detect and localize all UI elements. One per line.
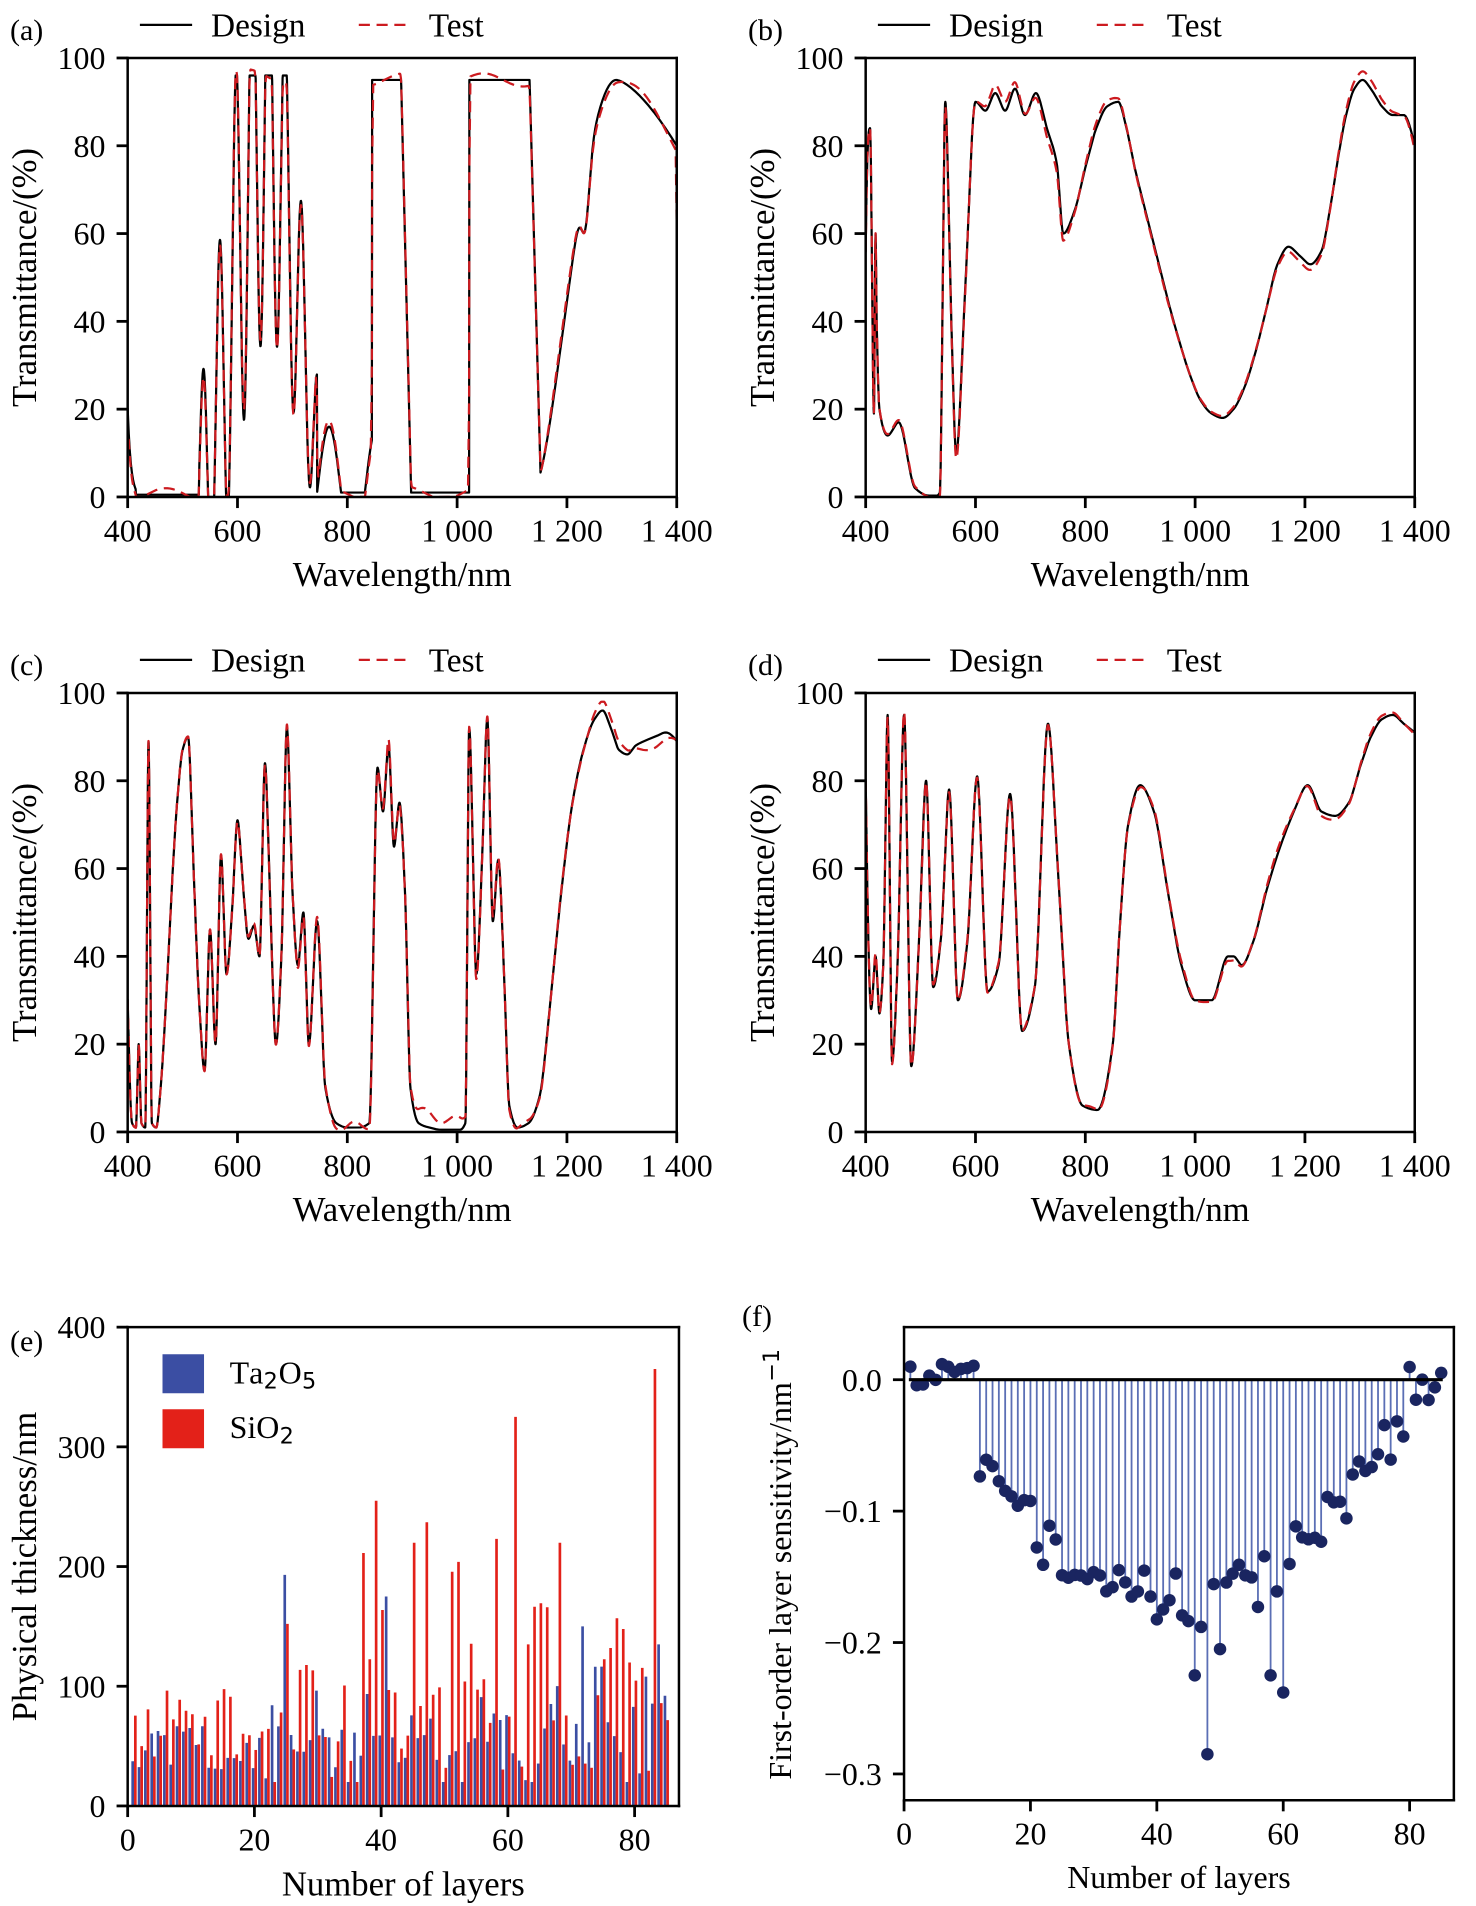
svg-text:Transmittance/(%): Transmittance/(%) [743, 783, 782, 1042]
svg-text:40: 40 [74, 939, 106, 974]
svg-text:100: 100 [58, 41, 106, 76]
svg-text:20: 20 [812, 1027, 844, 1062]
svg-text:Number of layers: Number of layers [282, 1864, 525, 1903]
svg-text:40: 40 [812, 939, 844, 974]
svg-text:80: 80 [812, 129, 844, 164]
svg-text:80: 80 [812, 764, 844, 799]
svg-text:80: 80 [74, 129, 106, 164]
svg-text:1 400: 1 400 [1379, 513, 1451, 548]
svg-text:60: 60 [74, 217, 106, 252]
svg-text:600: 600 [952, 1148, 1000, 1183]
svg-text:Test: Test [429, 8, 485, 45]
svg-text:Wavelength/nm: Wavelength/nm [293, 555, 512, 594]
svg-text:20: 20 [1014, 1817, 1046, 1852]
svg-text:300: 300 [58, 1430, 106, 1465]
svg-text:600: 600 [214, 1148, 262, 1183]
svg-text:−0.3: −0.3 [824, 1757, 882, 1792]
svg-text:60: 60 [812, 217, 844, 252]
svg-text:1 400: 1 400 [641, 513, 713, 548]
svg-text:Test: Test [1167, 8, 1223, 45]
svg-text:F i r s: F i r s t - o r d e r l a y e r s e n s … [759, 1349, 798, 1780]
svg-text:1 000: 1 000 [421, 1148, 493, 1183]
svg-text:1 400: 1 400 [1379, 1148, 1451, 1183]
svg-text:Test: Test [429, 643, 485, 680]
svg-text:Number of layers: Number of layers [1067, 1860, 1291, 1895]
svg-text:Design: Design [211, 8, 306, 45]
svg-text:Design: Design [211, 643, 306, 680]
svg-text:20: 20 [238, 1822, 270, 1857]
svg-text:400: 400 [104, 513, 152, 548]
svg-text:0: 0 [89, 1789, 105, 1824]
svg-text:0: 0 [827, 480, 843, 515]
svg-text:0: 0 [120, 1822, 136, 1857]
svg-text:400: 400 [104, 1148, 152, 1183]
svg-text:0: 0 [89, 480, 105, 515]
svg-text:1 400: 1 400 [641, 1148, 713, 1183]
svg-text:0: 0 [827, 1115, 843, 1150]
svg-text:1 200: 1 200 [531, 513, 603, 548]
svg-text:20: 20 [74, 392, 106, 427]
svg-text:100: 100 [58, 676, 106, 711]
svg-text:400: 400 [842, 513, 890, 548]
svg-text:Transmittance/(%): Transmittance/(%) [743, 148, 782, 407]
svg-text:100: 100 [796, 676, 844, 711]
svg-text:1 200: 1 200 [1269, 1148, 1341, 1183]
svg-text:600: 600 [214, 513, 262, 548]
svg-text:40: 40 [74, 304, 106, 339]
svg-text:80: 80 [74, 764, 106, 799]
svg-text:Design: Design [949, 8, 1044, 45]
svg-text:Physical thickness/nm: Physical thickness/nm [5, 1412, 44, 1722]
svg-text:1 200: 1 200 [1269, 513, 1341, 548]
svg-text:100: 100 [58, 1669, 106, 1704]
svg-text:60: 60 [492, 1822, 524, 1857]
svg-text:80: 80 [1394, 1817, 1426, 1852]
svg-text:60: 60 [1267, 1817, 1299, 1852]
svg-text:800: 800 [323, 1148, 371, 1183]
svg-text:0.0: 0.0 [842, 1363, 882, 1398]
svg-text:600: 600 [952, 513, 1000, 548]
svg-text:−0.2: −0.2 [824, 1626, 882, 1661]
svg-text:Wavelength/nm: Wavelength/nm [293, 1190, 512, 1229]
svg-text:80: 80 [619, 1822, 651, 1857]
svg-text:40: 40 [812, 304, 844, 339]
svg-text:400: 400 [58, 1310, 106, 1345]
svg-text:Test: Test [1167, 643, 1223, 680]
svg-text:20: 20 [812, 392, 844, 427]
svg-text:60: 60 [74, 852, 106, 887]
svg-text:400: 400 [842, 1148, 890, 1183]
svg-text:800: 800 [1061, 1148, 1109, 1183]
svg-text:800: 800 [1061, 513, 1109, 548]
svg-text:800: 800 [323, 513, 371, 548]
svg-text:Transmittance/(%): Transmittance/(%) [5, 783, 44, 1042]
svg-text:1 200: 1 200 [531, 1148, 603, 1183]
svg-text:−0.1: −0.1 [824, 1494, 882, 1529]
svg-text:60: 60 [812, 852, 844, 887]
svg-text:40: 40 [1141, 1817, 1173, 1852]
svg-text:Transmittance/(%): Transmittance/(%) [5, 148, 44, 407]
svg-text:0: 0 [89, 1115, 105, 1150]
svg-text:0: 0 [896, 1817, 912, 1852]
svg-text:Wavelength/nm: Wavelength/nm [1031, 1190, 1250, 1229]
svg-text:200: 200 [58, 1550, 106, 1585]
svg-text:1 000: 1 000 [1159, 1148, 1231, 1183]
svg-text:1 000: 1 000 [421, 513, 493, 548]
svg-text:Wavelength/nm: Wavelength/nm [1031, 555, 1250, 594]
svg-text:1 000: 1 000 [1159, 513, 1231, 548]
svg-text:Design: Design [949, 643, 1044, 680]
svg-text:100: 100 [796, 41, 844, 76]
svg-text:40: 40 [365, 1822, 397, 1857]
svg-text:20: 20 [74, 1027, 106, 1062]
